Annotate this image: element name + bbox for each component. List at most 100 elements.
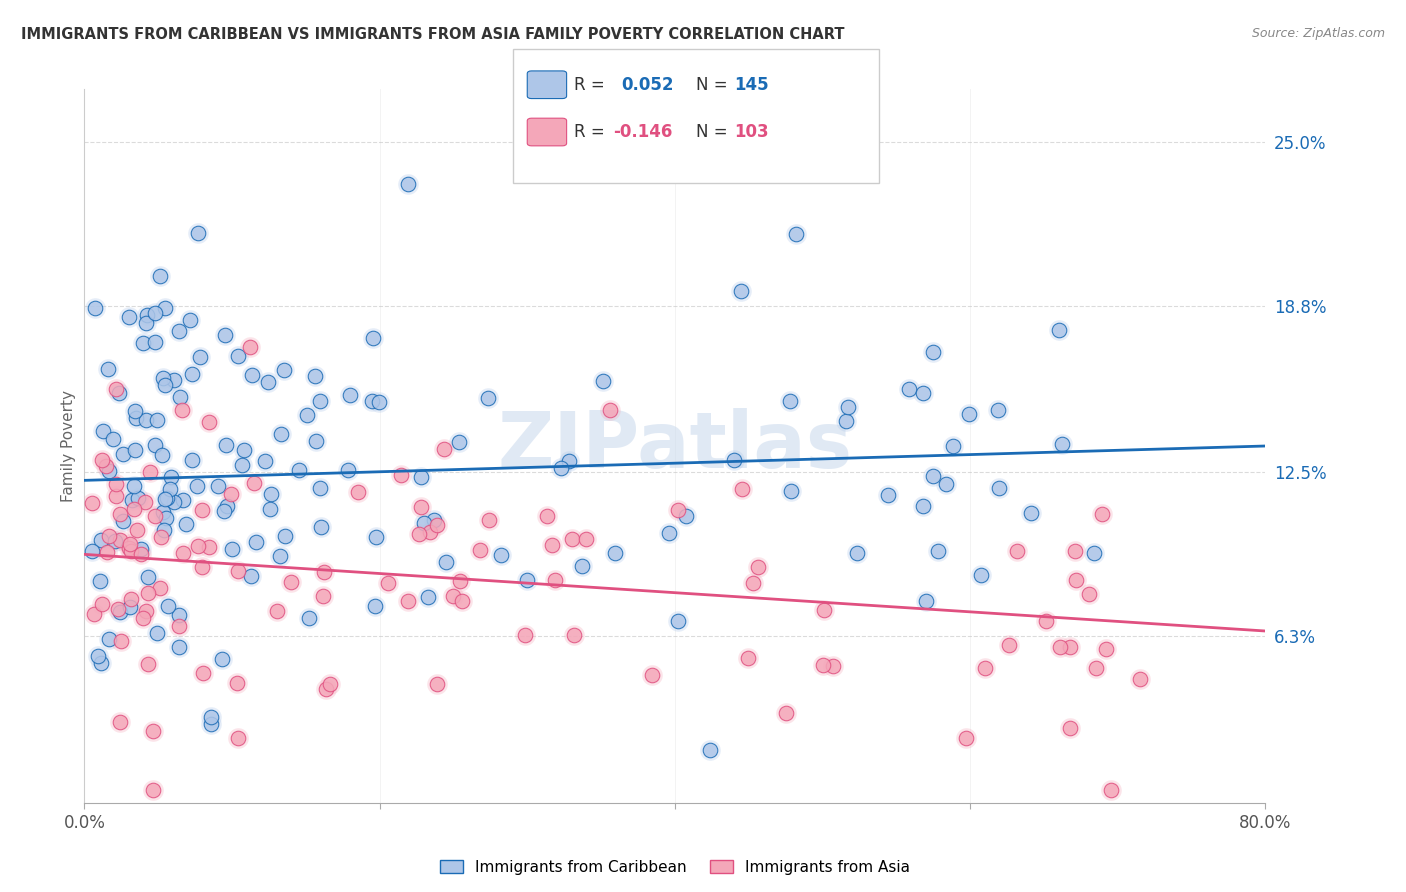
Point <box>668 502 690 516</box>
Point <box>181 453 204 467</box>
Point <box>83 607 105 622</box>
Point <box>149 269 172 284</box>
Point <box>742 576 765 591</box>
Point <box>108 605 131 619</box>
Point <box>451 594 474 608</box>
Point <box>592 374 614 388</box>
Point <box>172 493 194 508</box>
Point <box>259 502 281 516</box>
Point <box>1077 587 1099 601</box>
Point <box>396 594 419 608</box>
Point <box>544 573 567 587</box>
Point <box>143 334 166 349</box>
Point <box>162 495 184 509</box>
Point <box>433 442 456 456</box>
Point <box>1035 614 1057 628</box>
Point <box>107 601 129 615</box>
Point <box>80 543 103 558</box>
Point <box>108 533 131 548</box>
Point <box>131 542 153 557</box>
Point <box>312 589 335 603</box>
Point <box>145 508 167 523</box>
Point <box>997 638 1019 652</box>
Point <box>368 394 391 409</box>
Point <box>125 411 148 425</box>
Point <box>957 407 980 421</box>
Point <box>187 540 209 554</box>
Point <box>426 677 449 691</box>
Point <box>125 411 148 425</box>
Point <box>1129 672 1152 686</box>
Point <box>110 633 132 648</box>
Point <box>153 378 176 392</box>
Point <box>108 533 131 548</box>
Point <box>98 463 121 477</box>
Point <box>226 675 249 690</box>
Point <box>969 568 991 582</box>
Point <box>136 657 159 672</box>
Point <box>1035 614 1057 628</box>
Point <box>211 652 233 666</box>
Point <box>411 469 433 483</box>
Point <box>305 434 328 448</box>
Point <box>131 542 153 557</box>
Point <box>170 403 193 417</box>
Point <box>675 509 697 524</box>
Point <box>191 559 214 574</box>
Point <box>104 534 127 549</box>
Point <box>571 558 593 573</box>
Point <box>266 604 288 618</box>
Point <box>105 476 128 491</box>
Point <box>477 391 499 405</box>
Point <box>110 714 132 729</box>
Point <box>139 465 162 479</box>
Point <box>226 731 249 745</box>
Point <box>232 443 254 458</box>
Point <box>156 491 179 505</box>
Point <box>243 476 266 491</box>
Point <box>143 438 166 452</box>
Point <box>94 458 117 473</box>
Point <box>127 491 149 505</box>
Point <box>1064 573 1087 587</box>
Point <box>239 340 262 354</box>
Point <box>730 284 752 298</box>
Point <box>191 559 214 574</box>
Point <box>957 407 980 421</box>
Point <box>226 731 249 745</box>
Point <box>83 301 105 315</box>
Point <box>122 501 145 516</box>
Point <box>1059 640 1081 655</box>
Point <box>298 610 321 624</box>
Point <box>152 370 174 384</box>
Point <box>138 570 160 584</box>
Point <box>135 308 157 322</box>
Point <box>179 312 201 326</box>
Point <box>97 361 120 376</box>
Point <box>737 650 759 665</box>
Point <box>270 426 292 441</box>
Point <box>516 573 538 587</box>
Point <box>211 652 233 666</box>
Point <box>309 520 332 534</box>
Point <box>922 345 945 359</box>
Point <box>98 529 121 543</box>
Point <box>134 495 156 509</box>
Point <box>124 404 146 418</box>
Point <box>215 438 238 452</box>
Point <box>135 316 157 330</box>
Point <box>319 676 342 690</box>
Point <box>449 435 471 450</box>
Point <box>515 628 537 642</box>
Point <box>489 548 512 562</box>
Point <box>308 481 330 495</box>
Point <box>911 386 934 401</box>
Point <box>153 301 176 316</box>
Point <box>243 476 266 491</box>
Point <box>443 589 465 603</box>
Point <box>87 649 110 664</box>
Point <box>666 615 689 629</box>
Point <box>240 368 263 382</box>
Point <box>280 575 302 590</box>
Point <box>658 526 681 541</box>
